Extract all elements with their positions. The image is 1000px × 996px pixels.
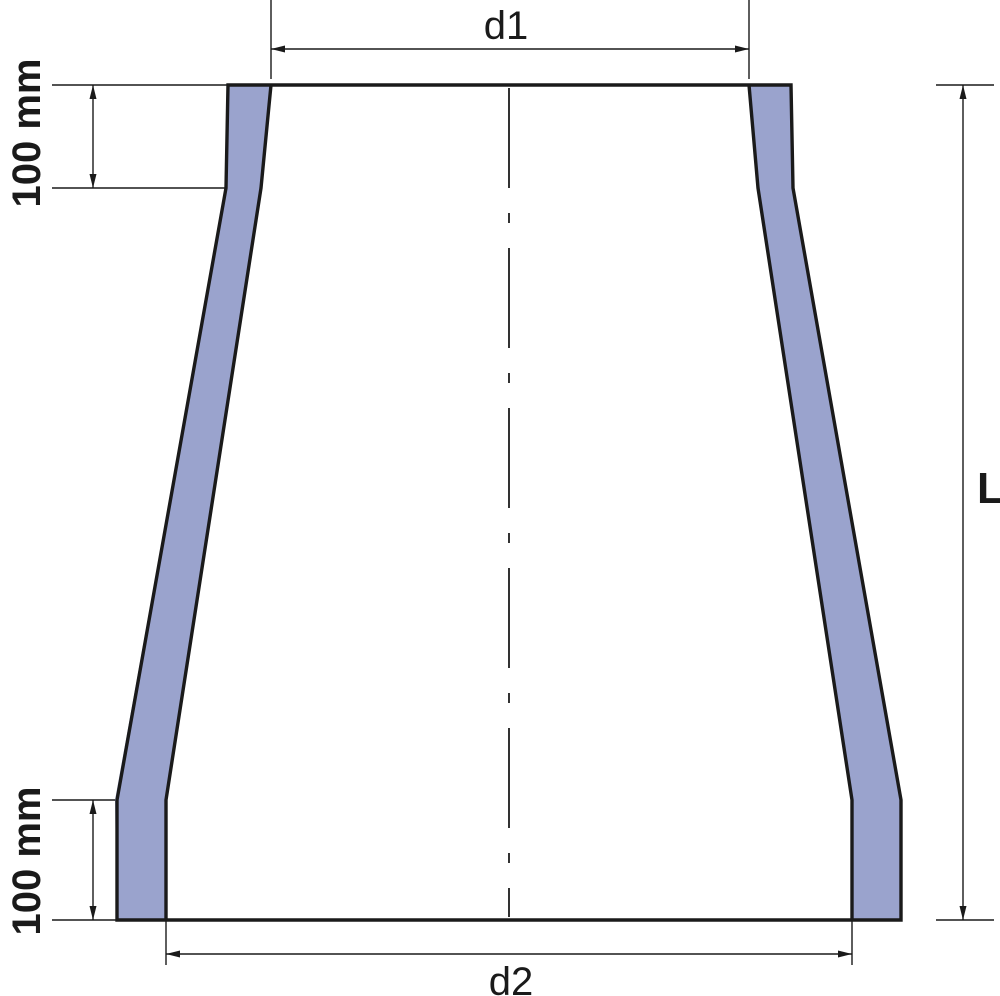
svg-text:L: L bbox=[977, 464, 1000, 513]
svg-text:d2: d2 bbox=[489, 960, 534, 996]
svg-text:d1: d1 bbox=[484, 4, 529, 48]
svg-text:100 mm: 100 mm bbox=[5, 787, 49, 936]
svg-text:100 mm: 100 mm bbox=[5, 59, 49, 208]
